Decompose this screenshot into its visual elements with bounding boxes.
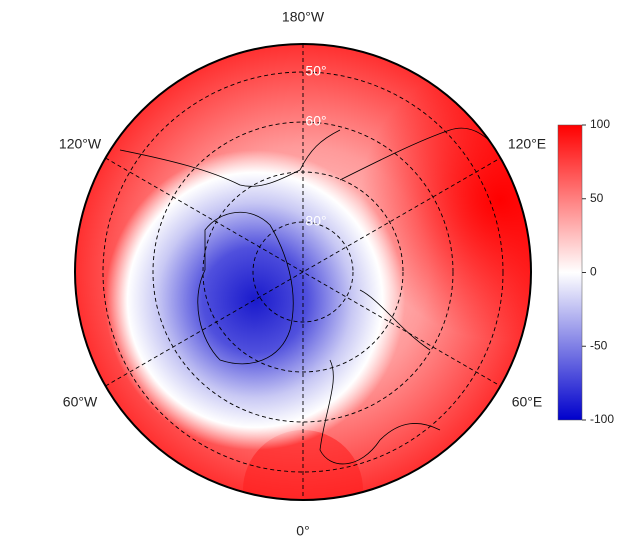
graticule bbox=[102, 44, 504, 500]
colorbar-tick-label: -100 bbox=[590, 412, 614, 426]
colorbar-tick-label: -50 bbox=[590, 338, 608, 352]
lon-label: 60°E bbox=[512, 394, 543, 410]
colorbar-tick-label: 50 bbox=[590, 191, 604, 205]
lon-label: 60°W bbox=[63, 394, 98, 410]
lon-label: 120°W bbox=[59, 136, 102, 152]
lon-label: 180°W bbox=[282, 9, 325, 25]
lon-label: 120°E bbox=[508, 136, 546, 152]
field bbox=[75, 44, 531, 500]
lat-label: 50° bbox=[305, 63, 326, 79]
colorbar-tick-label: 0 bbox=[590, 265, 597, 279]
colorbar-scale bbox=[557, 124, 583, 421]
lon-label: 0° bbox=[296, 523, 309, 539]
coastlines bbox=[119, 127, 521, 465]
colorbar-tick-label: 100 bbox=[590, 117, 610, 131]
lat-label: 80° bbox=[305, 213, 326, 229]
lat-label: 60° bbox=[305, 113, 326, 129]
map-border bbox=[74, 43, 532, 501]
colorbar: 100 50 0 -50 -100 bbox=[557, 117, 614, 426]
